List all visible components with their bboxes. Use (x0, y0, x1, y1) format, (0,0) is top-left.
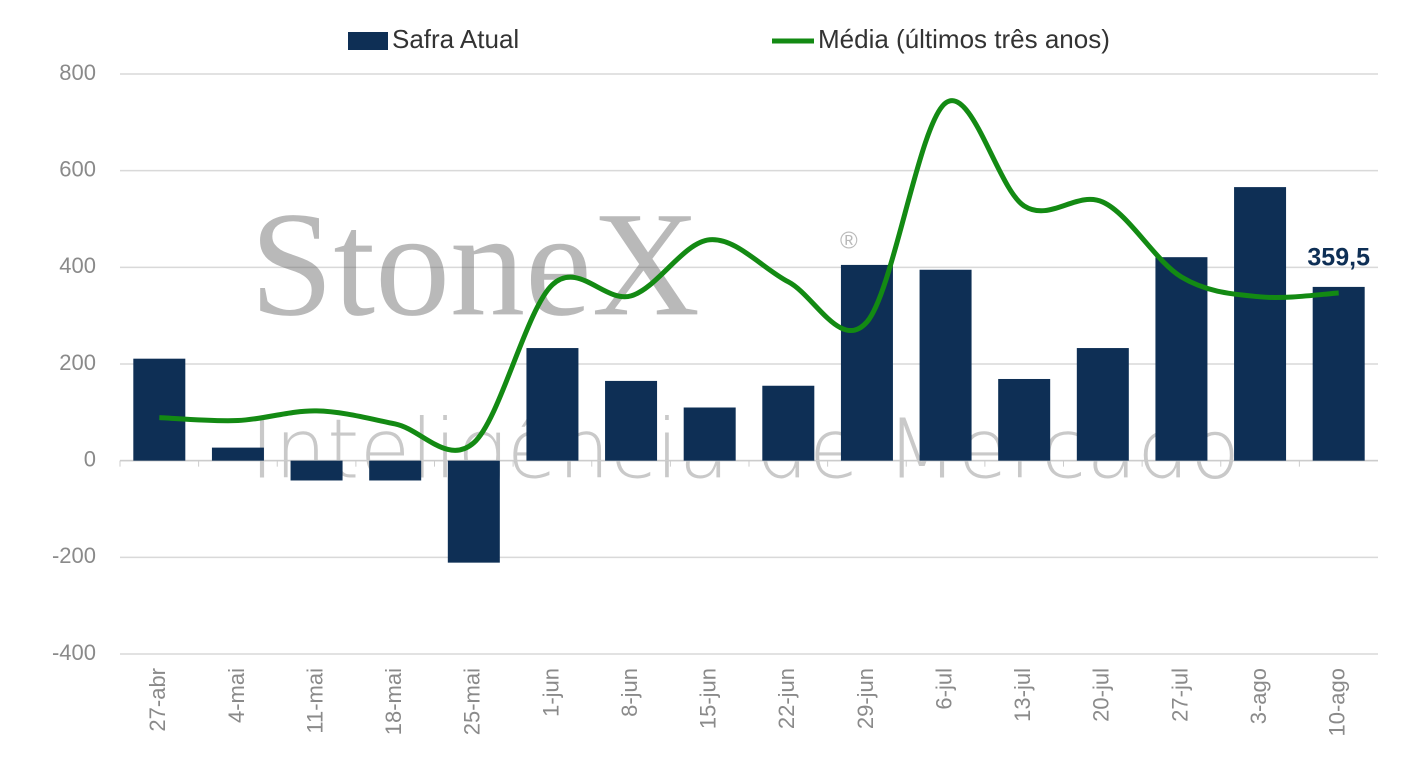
x-tick-label: 6-jul (931, 668, 956, 710)
bar (1234, 187, 1287, 461)
bar (1312, 286, 1365, 461)
watermark-tagline: Inteligência de Mercado (250, 403, 1240, 498)
bar (762, 385, 815, 461)
x-tick-label: 27-abr (145, 668, 170, 732)
data-label: 359,5 (1307, 244, 1370, 272)
y-tick-label: 200 (59, 350, 96, 375)
bar (133, 358, 186, 461)
x-tick-label: 3-ago (1246, 668, 1271, 724)
bar (290, 460, 343, 481)
x-tick-label: 15-jun (696, 668, 721, 729)
bar (1155, 257, 1208, 461)
x-tick-label: 4-mai (224, 668, 249, 723)
x-tick-label: 10-ago (1325, 668, 1350, 737)
x-tick-label: 29-jun (853, 668, 878, 729)
x-tick-label: 8-jun (617, 668, 642, 717)
y-tick-label: -200 (52, 543, 96, 568)
bar (683, 407, 736, 461)
watermark: StoneX ® Inteligência de Mercado (250, 181, 1240, 497)
bar (369, 460, 422, 481)
bar (998, 378, 1051, 461)
bar (447, 460, 500, 563)
line (159, 98, 1339, 453)
y-tick-label: 800 (59, 60, 96, 85)
bar (526, 348, 579, 461)
bar (1076, 348, 1129, 461)
bar (840, 264, 893, 461)
y-tick-label: 600 (59, 156, 96, 181)
bar (211, 447, 264, 461)
watermark-brand: StoneX (250, 181, 700, 347)
x-tick-label: 18-mai (381, 668, 406, 735)
y-tick-label: 0 (84, 446, 96, 471)
watermark-mark: ® (840, 227, 858, 254)
legend-swatch (348, 32, 388, 50)
legend-label: Safra Atual (392, 24, 519, 54)
x-tick-label: 11-mai (302, 668, 327, 734)
bar (919, 269, 972, 461)
y-tick-label: 400 (59, 253, 96, 278)
bar (605, 380, 658, 461)
x-tick-label: 27-jul (1167, 668, 1192, 722)
legend-label: Média (últimos três anos) (818, 24, 1110, 54)
x-tick-label: 25-mai (460, 668, 485, 735)
x-tick-label: 22-jun (774, 668, 799, 729)
x-tick-label: 1-jun (538, 668, 563, 717)
x-tick-label: 20-jul (1089, 668, 1114, 722)
x-tick-label: 13-jul (1010, 668, 1035, 722)
y-tick-label: -400 (52, 640, 96, 665)
